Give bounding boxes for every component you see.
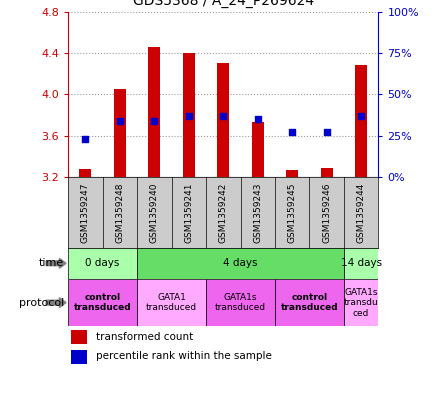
Point (289, 129, 296, 136)
Bar (137, 279, 206, 326)
Text: GSM1359241: GSM1359241 (184, 182, 193, 243)
Title: GDS5368 / A_24_P269624: GDS5368 / A_24_P269624 (133, 0, 314, 8)
Text: GSM1359248: GSM1359248 (115, 182, 125, 243)
Bar (275, 279, 344, 326)
Text: GSM1359247: GSM1359247 (81, 182, 90, 243)
Bar (355, 65, 367, 177)
Bar (71, 330, 87, 344)
Text: GATA1
transduced: GATA1 transduced (146, 293, 197, 312)
Text: GSM1359242: GSM1359242 (219, 182, 228, 243)
Point (323, 129, 330, 136)
Bar (68, 279, 137, 326)
Text: GSM1359246: GSM1359246 (322, 182, 331, 243)
Point (116, 118, 123, 124)
Bar (286, 170, 298, 177)
Text: GATA1s
transdu
ced: GATA1s transdu ced (344, 288, 378, 318)
Point (358, 113, 365, 119)
Text: protocol: protocol (18, 298, 64, 308)
Text: control
transduced: control transduced (281, 293, 338, 312)
Bar (114, 89, 126, 177)
Text: GSM1359243: GSM1359243 (253, 182, 262, 243)
Bar (252, 122, 264, 177)
Bar (321, 167, 333, 177)
Bar (344, 279, 378, 326)
Bar (183, 53, 195, 177)
Point (185, 113, 192, 119)
Point (82, 136, 89, 142)
Text: GATA1s
transduced: GATA1s transduced (215, 293, 266, 312)
Text: transformed count: transformed count (96, 332, 193, 342)
Bar (79, 169, 92, 177)
Point (254, 116, 261, 122)
Text: time: time (39, 258, 64, 268)
Bar (148, 47, 161, 177)
Point (220, 113, 227, 119)
Text: 14 days: 14 days (341, 258, 382, 268)
Bar (344, 248, 378, 279)
Bar (206, 279, 275, 326)
Bar (137, 248, 344, 279)
Bar (71, 350, 87, 364)
Text: percentile rank within the sample: percentile rank within the sample (96, 351, 272, 362)
Text: GSM1359240: GSM1359240 (150, 182, 159, 243)
Bar (217, 63, 229, 177)
Text: 4 days: 4 days (223, 258, 258, 268)
Text: control
transduced: control transduced (74, 293, 132, 312)
Text: GSM1359244: GSM1359244 (357, 182, 366, 243)
Point (151, 118, 158, 124)
Text: GSM1359245: GSM1359245 (288, 182, 297, 243)
Bar (68, 248, 137, 279)
Text: 0 days: 0 days (85, 258, 120, 268)
